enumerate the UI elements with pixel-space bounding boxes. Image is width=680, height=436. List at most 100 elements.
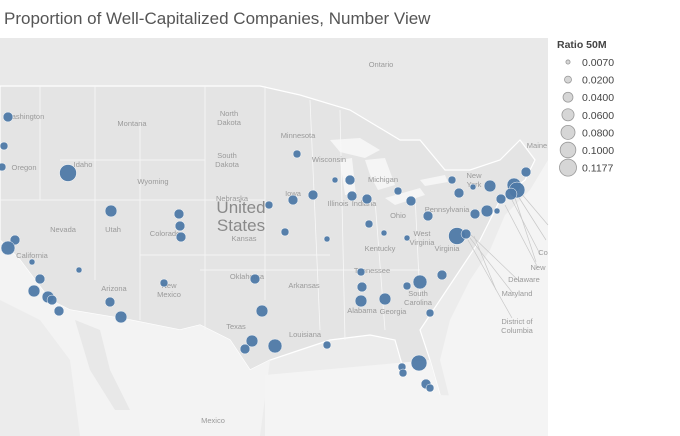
- map-label: Nevada: [50, 225, 77, 234]
- map-label: Alabama: [347, 306, 377, 315]
- map-label-line: Dakota: [215, 160, 240, 169]
- map-label-line: North: [220, 109, 238, 118]
- legend-swatch: [559, 141, 577, 159]
- bubble: [356, 281, 368, 293]
- bubble: [460, 228, 472, 240]
- map-label: New: [530, 263, 546, 272]
- bubble: [27, 284, 41, 298]
- bubble: [405, 195, 417, 207]
- bubble: [425, 308, 435, 318]
- bubble: [173, 208, 185, 220]
- map-label-line: West: [414, 229, 432, 238]
- gulf: [265, 360, 548, 436]
- bubble: [249, 273, 261, 285]
- bubbles: [0, 111, 532, 393]
- legend-swatch: [562, 91, 574, 103]
- map-label-line: States: [217, 216, 265, 235]
- map-label: Arkansas: [288, 281, 320, 290]
- bubble: [264, 200, 274, 210]
- bubble: [255, 304, 269, 318]
- bubble: [245, 334, 259, 348]
- map-label: ashington: [12, 112, 45, 121]
- bubble: [469, 208, 481, 220]
- legend-swatch: [565, 59, 571, 65]
- bubble: [447, 175, 457, 185]
- map-label: Minnesota: [281, 131, 316, 140]
- bubble: [346, 190, 358, 202]
- legend-label: 0.0600: [582, 110, 614, 122]
- map-label-line: Mexico: [157, 290, 181, 299]
- map-label: California: [16, 251, 49, 260]
- bubble: [344, 174, 356, 186]
- leader-lines: [467, 191, 549, 319]
- bubble: [410, 354, 428, 372]
- bubble: [364, 219, 374, 229]
- map-label-line: Virginia: [410, 238, 436, 247]
- bubble: [59, 164, 77, 182]
- bubble: [307, 189, 319, 201]
- map-label-line: Dakota: [217, 118, 242, 127]
- bubble: [280, 227, 290, 237]
- map-label: Idaho: [74, 160, 93, 169]
- bubble: [28, 258, 36, 266]
- legend-swatch: [560, 124, 576, 140]
- state-borders: [0, 86, 421, 341]
- map-label: Arizona: [101, 284, 127, 293]
- bubble: [114, 310, 128, 324]
- bubble: [53, 305, 65, 317]
- bubble: [453, 187, 465, 199]
- map-label: Tennessee: [354, 266, 390, 275]
- bubble: [323, 235, 331, 243]
- bubble: [159, 278, 169, 288]
- baja: [75, 320, 130, 410]
- map-label: Delaware: [508, 275, 540, 284]
- bubble: [0, 240, 16, 256]
- map-label-line: South: [408, 289, 428, 298]
- bubble: [356, 267, 366, 277]
- legend-label: 0.0800: [582, 127, 614, 139]
- legend-swatch: [561, 108, 575, 122]
- map-label: Maryland: [502, 289, 533, 298]
- bubble: [75, 266, 83, 274]
- map-label: District of Columbia: [501, 317, 534, 335]
- legend-label: 0.0400: [582, 92, 614, 104]
- map-label: Iowa: [285, 189, 302, 198]
- bubble: [520, 166, 532, 178]
- bubble: [403, 234, 411, 242]
- bubble: [34, 273, 46, 285]
- canada: [0, 38, 548, 170]
- bubble: [354, 294, 368, 308]
- pacific-mexico: [0, 240, 270, 436]
- map-label: New Mexico: [157, 281, 181, 299]
- bubble: [398, 368, 408, 378]
- bubble: [292, 149, 302, 159]
- map-label: Co: [538, 248, 548, 257]
- bubble: [504, 187, 518, 201]
- bubble: [331, 176, 339, 184]
- legend-swatch: [559, 158, 577, 177]
- legend: 0.0070 0.0200 0.0400 0.0600 0.0800 0.1000 0.11…: [559, 57, 614, 177]
- bubble: [0, 141, 9, 151]
- bubble: [378, 292, 392, 306]
- map-label: Illinois: [328, 199, 349, 208]
- map-label: Kentucky: [365, 244, 396, 253]
- legend-label: 0.0200: [582, 75, 614, 87]
- map-label: Ontario: [369, 60, 394, 69]
- map-label-line: New: [466, 171, 482, 180]
- map-label: United States: [216, 198, 265, 235]
- bubble: [412, 274, 428, 290]
- bubble: [104, 204, 118, 218]
- bubble: [402, 281, 412, 291]
- bubble: [287, 194, 299, 206]
- map-label: Colorado: [150, 229, 180, 238]
- map-label: Ohio: [390, 211, 406, 220]
- map-label-line: United: [216, 198, 265, 217]
- title: Proportion of Well-Capitalized Companies…: [4, 9, 431, 28]
- map-label: Kansas: [231, 234, 256, 243]
- map-label: Virginia: [435, 244, 461, 253]
- bubble: [393, 186, 403, 196]
- legend-label: 0.1000: [582, 145, 614, 157]
